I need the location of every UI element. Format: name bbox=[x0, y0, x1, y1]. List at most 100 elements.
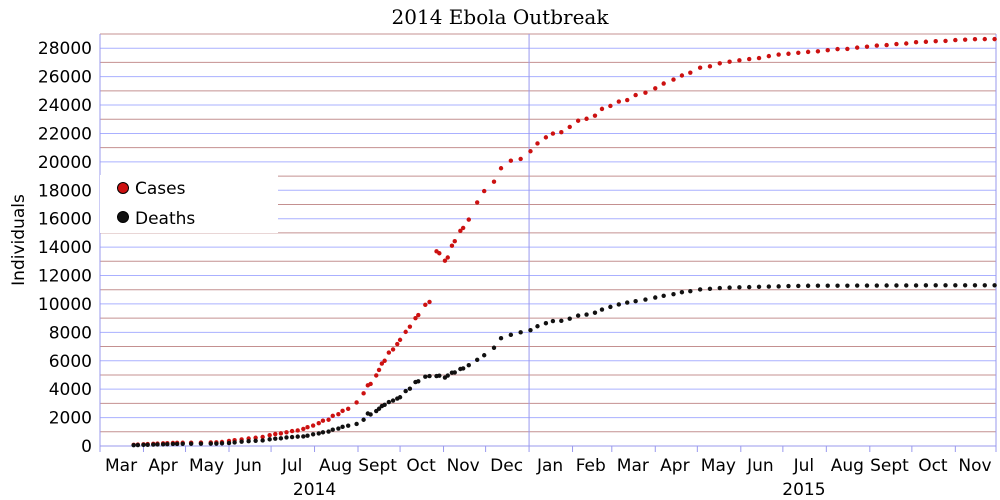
deaths-point bbox=[445, 373, 450, 378]
deaths-point bbox=[633, 298, 638, 304]
legend-deaths-marker bbox=[117, 211, 129, 223]
cases-point bbox=[616, 99, 622, 104]
deaths-point bbox=[273, 436, 278, 441]
deaths-point bbox=[518, 330, 523, 335]
x-tick-label: Mar bbox=[105, 456, 137, 476]
cases-point bbox=[697, 65, 703, 70]
deaths-point bbox=[423, 374, 428, 379]
cases-point bbox=[474, 200, 480, 205]
cases-point bbox=[289, 428, 295, 434]
cases-point bbox=[273, 431, 278, 437]
deaths-point bbox=[825, 283, 830, 288]
deaths-point bbox=[289, 434, 295, 440]
x-tick-label: Aug bbox=[319, 456, 352, 476]
cases-point bbox=[316, 421, 321, 426]
deaths-point bbox=[766, 284, 772, 289]
x-tick-label: Mar bbox=[617, 456, 649, 476]
cases-point bbox=[633, 92, 638, 98]
deaths-point bbox=[786, 283, 791, 289]
x-tick-label: Aug bbox=[831, 456, 864, 476]
y-tick-label: 2000 bbox=[49, 409, 92, 429]
y-tick-label: 12000 bbox=[38, 267, 92, 287]
deaths-point bbox=[155, 442, 160, 447]
cases-point bbox=[845, 46, 850, 52]
cases-point bbox=[796, 50, 801, 55]
y-tick-label: 14000 bbox=[38, 238, 92, 258]
deaths-point bbox=[427, 373, 432, 379]
deaths-point bbox=[345, 423, 351, 428]
x-tick-label: Oct bbox=[918, 456, 948, 476]
x-tick-labels: Mar Apr May Jun Jul Aug Sept Oct Nov Dec Jan Feb Mar… bbox=[105, 456, 992, 476]
x-tick-label: Oct bbox=[406, 456, 436, 476]
deaths-point bbox=[835, 283, 840, 288]
deaths-point bbox=[953, 283, 958, 288]
cases-point bbox=[550, 131, 556, 136]
deaths-point bbox=[528, 327, 533, 333]
cases-point bbox=[679, 73, 685, 78]
cases-point bbox=[864, 44, 870, 49]
cases-point bbox=[466, 217, 471, 222]
deaths-point bbox=[295, 434, 300, 439]
cases-point bbox=[747, 56, 752, 62]
cases-point bbox=[395, 341, 400, 347]
deaths-point bbox=[535, 324, 540, 329]
deaths-point bbox=[815, 283, 821, 288]
deaths-point bbox=[214, 441, 219, 446]
deaths-point bbox=[267, 437, 272, 442]
cases-point bbox=[575, 118, 581, 123]
y-tick-label: 20000 bbox=[38, 153, 92, 173]
deaths-point bbox=[482, 353, 487, 358]
deaths-point bbox=[796, 283, 801, 289]
cases-point bbox=[559, 129, 564, 135]
cases-point bbox=[835, 46, 840, 52]
deaths-point bbox=[653, 295, 658, 300]
series-deaths bbox=[131, 283, 997, 448]
cases-point bbox=[460, 225, 466, 231]
deaths-point bbox=[854, 283, 860, 288]
deaths-point bbox=[239, 439, 244, 444]
x-tick-label: Sept bbox=[358, 456, 397, 476]
deaths-point bbox=[559, 318, 564, 324]
cases-point bbox=[361, 391, 366, 396]
deaths-point bbox=[491, 345, 497, 350]
deaths-point bbox=[933, 283, 938, 288]
cases-point bbox=[567, 124, 572, 130]
cases-point bbox=[445, 255, 450, 260]
cases-point bbox=[330, 413, 335, 418]
x-tick-label: Sept bbox=[870, 456, 909, 476]
deaths-point bbox=[688, 288, 693, 294]
cases-point bbox=[379, 361, 385, 366]
x-tick-label: Apr bbox=[660, 456, 689, 476]
deaths-point bbox=[246, 439, 251, 444]
deaths-point bbox=[260, 438, 265, 443]
deaths-point bbox=[845, 283, 850, 288]
cases-point bbox=[599, 106, 605, 112]
cases-point bbox=[482, 188, 487, 194]
cases-point bbox=[403, 329, 408, 335]
deaths-point bbox=[972, 283, 978, 288]
cases-point bbox=[260, 434, 265, 440]
cases-point bbox=[320, 418, 326, 423]
deaths-point bbox=[368, 412, 373, 417]
deaths-point bbox=[707, 286, 713, 292]
cases-point bbox=[267, 433, 272, 438]
deaths-point bbox=[278, 436, 284, 441]
cases-point bbox=[953, 37, 958, 43]
deaths-point bbox=[160, 442, 166, 447]
cases-point bbox=[671, 77, 676, 82]
legend-cases-marker bbox=[117, 182, 129, 194]
cases-point bbox=[374, 373, 379, 378]
cases-point bbox=[397, 337, 403, 343]
cases-point bbox=[661, 81, 666, 86]
deaths-point bbox=[584, 312, 589, 317]
deaths-point bbox=[253, 438, 258, 443]
deaths-point bbox=[943, 283, 948, 288]
deaths-point bbox=[188, 441, 194, 446]
data-series bbox=[131, 36, 997, 448]
cases-point bbox=[894, 41, 899, 47]
deaths-point bbox=[326, 429, 331, 434]
cases-point bbox=[491, 179, 497, 184]
x-tick-label: Feb bbox=[576, 456, 606, 476]
cases-point bbox=[508, 158, 514, 163]
